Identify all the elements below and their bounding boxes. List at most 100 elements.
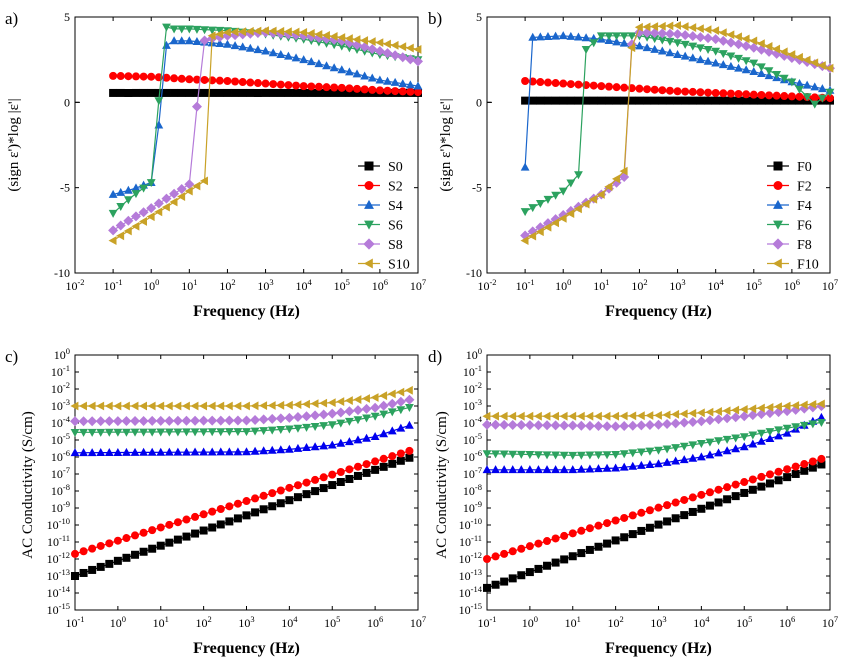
data-point — [730, 412, 741, 423]
data-point — [261, 46, 270, 55]
data-point — [353, 471, 362, 480]
series-s4 — [108, 36, 423, 198]
data-point — [543, 561, 552, 570]
data-point — [603, 539, 612, 548]
data-point — [353, 395, 362, 404]
data-point — [733, 39, 744, 50]
data-point — [311, 475, 320, 484]
data-point — [536, 78, 545, 87]
data-point — [71, 549, 79, 558]
data-point — [718, 60, 728, 69]
data-point — [284, 444, 294, 453]
data-point — [267, 413, 278, 424]
y-tick-label: 10-3 — [51, 397, 70, 413]
data-point — [200, 88, 209, 97]
data-point — [551, 451, 560, 460]
legend-label: F6 — [797, 219, 812, 234]
data-point — [500, 549, 509, 558]
data-point — [337, 42, 347, 51]
data-point — [405, 446, 414, 455]
data-point — [566, 80, 575, 89]
data-point — [336, 478, 345, 487]
data-point — [490, 419, 501, 430]
data-point — [783, 473, 792, 482]
data-point — [322, 39, 331, 48]
data-point — [116, 72, 125, 81]
data-point — [328, 481, 337, 490]
data-point — [597, 82, 606, 91]
data-point — [345, 437, 354, 446]
data-point — [301, 411, 312, 422]
data-point — [216, 504, 225, 513]
data-point — [123, 226, 132, 236]
data-point — [131, 190, 141, 199]
data-point — [95, 416, 106, 427]
data-point — [379, 429, 389, 438]
data-point — [250, 427, 260, 436]
data-point — [413, 56, 423, 67]
data-point — [284, 425, 294, 434]
data-point — [612, 96, 621, 105]
data-point — [405, 453, 414, 462]
data-point — [722, 435, 732, 444]
x-tick-label: 102 — [196, 614, 212, 630]
data-point — [139, 447, 148, 456]
data-point — [764, 67, 774, 76]
data-point — [238, 88, 247, 97]
data-point — [764, 41, 773, 51]
data-point — [207, 415, 218, 426]
data-point — [318, 409, 329, 420]
data-point — [748, 439, 758, 448]
data-point — [688, 493, 697, 502]
data-point — [482, 465, 492, 474]
data-point — [610, 421, 621, 432]
x-tick-label: 105 — [334, 277, 350, 293]
data-point — [535, 32, 545, 41]
legend-label: F4 — [797, 199, 812, 214]
data-point — [147, 428, 157, 437]
data-point — [567, 420, 578, 431]
data-point — [370, 432, 380, 440]
data-point — [543, 537, 552, 546]
data-point — [800, 466, 809, 475]
data-point — [112, 416, 123, 427]
data-point — [703, 25, 712, 35]
data-point — [246, 88, 255, 97]
data-point — [182, 447, 191, 456]
data-point — [688, 23, 697, 32]
data-point — [642, 33, 652, 42]
data-point — [311, 487, 320, 496]
data-point — [558, 213, 567, 223]
data-point — [285, 496, 294, 505]
data-point — [156, 401, 165, 411]
data-point — [109, 88, 118, 97]
data-point — [688, 408, 697, 418]
x-tick-label: 103 — [238, 614, 254, 630]
data-point — [319, 473, 328, 482]
data-point — [780, 92, 789, 101]
data-point — [551, 96, 560, 105]
data-point — [162, 88, 171, 97]
data-point — [524, 420, 535, 431]
data-point — [696, 452, 706, 461]
y-tick-label: 10-10 — [459, 516, 482, 532]
data-point — [344, 396, 353, 405]
data-point — [723, 495, 732, 504]
data-point — [306, 57, 316, 66]
data-point — [360, 85, 369, 94]
x-tick-label: 104 — [693, 614, 710, 630]
data-point — [207, 447, 217, 456]
data-point — [593, 411, 602, 421]
data-point — [756, 409, 767, 420]
data-point — [670, 418, 681, 429]
data-point — [680, 40, 690, 49]
data-point — [773, 402, 782, 412]
data-point — [731, 434, 741, 443]
data-point — [559, 96, 568, 105]
data-point — [276, 499, 285, 508]
data-point — [627, 96, 636, 105]
panel-label: b) — [428, 9, 442, 28]
data-point — [520, 208, 530, 217]
data-point — [680, 495, 689, 504]
data-point — [654, 459, 663, 468]
